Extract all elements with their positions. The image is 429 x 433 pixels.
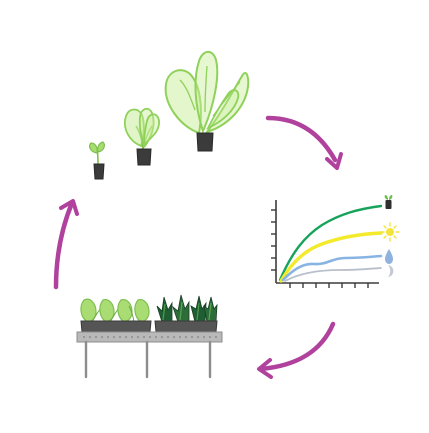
chart-series-nutrient — [285, 268, 381, 281]
plant-medium — [125, 109, 159, 165]
water-drop-icon — [385, 249, 393, 264]
arrow-monitoring-to-production — [259, 324, 333, 377]
greenhouse-bench-icon — [77, 295, 222, 377]
tray-right — [155, 321, 217, 332]
moon-icon — [388, 265, 393, 277]
tray-left — [81, 321, 151, 332]
growth-chart-icon — [271, 195, 399, 288]
seedling-small — [90, 142, 105, 179]
growing-plants-icon — [90, 52, 249, 179]
bench-legs — [86, 342, 210, 377]
plant-large — [166, 52, 249, 151]
tiny-plant-icon — [385, 195, 393, 209]
arrow-production-to-growth — [56, 201, 77, 287]
sun-icon — [381, 223, 399, 241]
tray-right-plants — [157, 295, 217, 322]
tray-left-plants — [81, 299, 149, 322]
arrow-growth-to-monitoring — [268, 118, 341, 168]
